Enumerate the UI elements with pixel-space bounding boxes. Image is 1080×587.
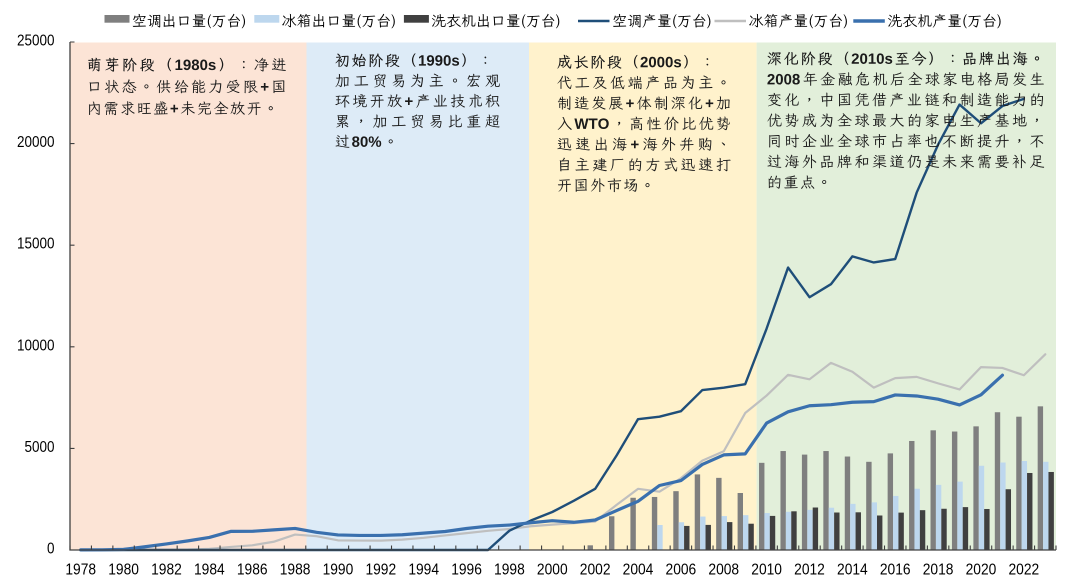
svg-text:2014: 2014 [837,562,868,579]
svg-text:1978: 1978 [65,562,96,579]
svg-text:1980: 1980 [108,562,139,579]
svg-text:2010: 2010 [751,562,782,579]
svg-text:15000: 15000 [17,236,55,253]
svg-text:2022: 2022 [1009,562,1040,579]
svg-text:1988: 1988 [280,562,311,579]
svg-text:0: 0 [47,541,55,558]
svg-text:1992: 1992 [365,562,396,579]
svg-text:1982: 1982 [151,562,182,579]
svg-text:1984: 1984 [194,562,225,579]
svg-text:10000: 10000 [17,337,55,354]
svg-text:2012: 2012 [794,562,825,579]
svg-text:25000: 25000 [17,33,55,50]
svg-text:2020: 2020 [966,562,997,579]
svg-text:2016: 2016 [880,562,911,579]
svg-text:2000: 2000 [537,562,568,579]
svg-text:1998: 1998 [494,562,525,579]
svg-text:1996: 1996 [451,562,482,579]
svg-text:1994: 1994 [408,562,439,579]
svg-text:2008: 2008 [708,562,739,579]
svg-text:1990: 1990 [323,562,354,579]
svg-text:2002: 2002 [580,562,611,579]
svg-text:2004: 2004 [623,562,654,579]
svg-text:20000: 20000 [17,134,55,151]
svg-text:1986: 1986 [237,562,268,579]
svg-text:2018: 2018 [923,562,954,579]
svg-text:2006: 2006 [666,562,697,579]
svg-text:5000: 5000 [25,439,55,456]
